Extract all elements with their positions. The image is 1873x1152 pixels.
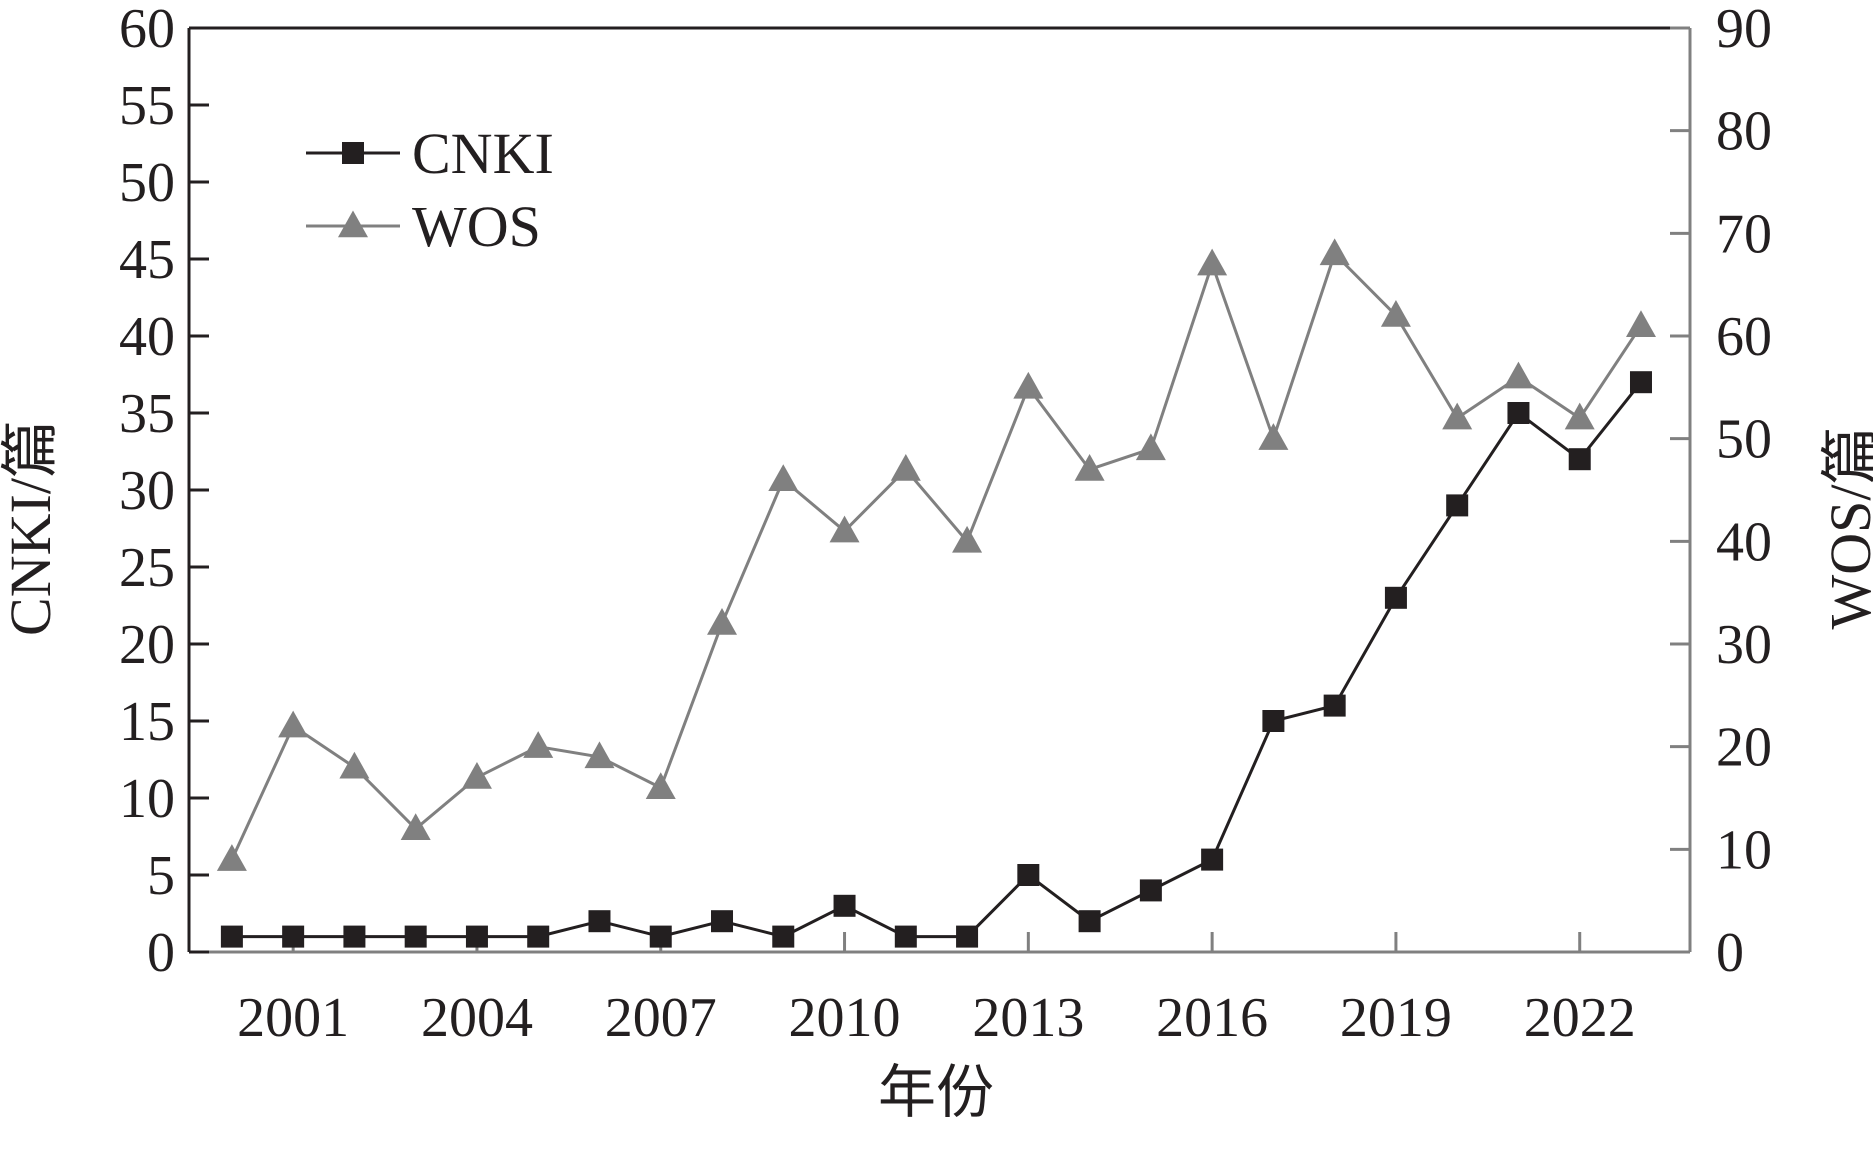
x-tick-label: 2007 <box>605 987 717 1049</box>
data-point-wos <box>584 741 615 769</box>
axes-layer: 0 5 10 15 20 25 30 35 40 45 50 55 60 0 10 20 30 40 50 60 70 8… <box>119 0 1772 1049</box>
data-point-cnki <box>649 925 672 948</box>
data-point-wos <box>1442 402 1473 430</box>
left-y-tick-label: 0 <box>147 922 175 984</box>
x-tick-label: 2004 <box>421 987 533 1049</box>
left-y-tick-label: 15 <box>119 691 175 753</box>
data-point-wos <box>1380 299 1411 327</box>
series-line-cnki <box>231 381 1643 939</box>
data-point-wos <box>890 453 921 481</box>
x-tick-label: 2016 <box>1156 987 1268 1049</box>
left-y-tick-label: 50 <box>119 152 175 214</box>
right-y-axis-title: WOS/篇 <box>1818 426 1873 629</box>
left-y-tick-label: 55 <box>119 75 175 137</box>
data-point-wos <box>829 515 860 543</box>
data-point-cnki <box>1017 864 1040 886</box>
right-y-tick-label: 40 <box>1716 511 1772 573</box>
right-y-tick-label: 80 <box>1716 101 1772 163</box>
left-y-tick-label: 20 <box>119 614 175 676</box>
x-tick-label: 2010 <box>789 987 901 1049</box>
right-y-tick-label: 50 <box>1716 409 1772 471</box>
data-point-wos <box>768 464 799 491</box>
data-point-cnki <box>1384 586 1407 609</box>
right-y-tick-label: 60 <box>1716 306 1772 368</box>
data-point-wos <box>1258 423 1289 450</box>
data-point-wos <box>1074 453 1105 481</box>
right-y-tick-label: 20 <box>1716 717 1772 779</box>
data-point-cnki <box>833 894 856 917</box>
data-point-wos <box>339 751 370 779</box>
right-y-tick-label: 0 <box>1716 922 1744 984</box>
data-point-cnki <box>527 925 550 948</box>
data-point-cnki <box>282 925 305 948</box>
data-point-wos <box>461 761 492 789</box>
legend-marker-wos <box>338 210 368 238</box>
legend-label-wos: WOS <box>412 194 541 259</box>
data-point-cnki <box>1507 402 1530 424</box>
data-point-cnki <box>1262 710 1285 732</box>
data-point-wos <box>645 772 676 799</box>
data-point-wos <box>1013 371 1044 399</box>
left-y-tick-label: 10 <box>119 768 175 830</box>
left-y-axis-title: CNKI/篇 <box>0 420 63 636</box>
data-point-cnki <box>588 910 611 933</box>
data-point-wos <box>707 607 738 635</box>
data-point-wos <box>278 710 309 738</box>
data-point-cnki <box>956 925 979 948</box>
left-y-tick-label: 45 <box>119 229 175 291</box>
data-point-wos <box>1625 310 1656 337</box>
data-point-wos <box>216 844 247 871</box>
data-point-cnki <box>1568 448 1591 471</box>
data-point-wos <box>1319 238 1350 266</box>
data-point-wos <box>523 731 554 758</box>
data-point-cnki <box>404 925 427 948</box>
data-point-wos <box>952 525 983 553</box>
x-tick-label: 2022 <box>1524 987 1636 1049</box>
data-point-cnki <box>1629 371 1652 394</box>
left-y-tick-label: 30 <box>119 460 175 522</box>
data-point-cnki <box>465 925 488 948</box>
left-y-tick-label: 40 <box>119 306 175 368</box>
data-point-wos <box>1503 361 1534 389</box>
data-point-cnki <box>894 925 917 948</box>
legend-label-cnki: CNKI <box>412 121 554 186</box>
legend: CNKI WOS <box>306 121 554 259</box>
data-point-cnki <box>772 925 795 948</box>
legend-item-wos: WOS <box>306 194 541 259</box>
data-point-cnki <box>1323 694 1346 717</box>
data-point-cnki <box>1078 910 1101 933</box>
left-y-tick-label: 25 <box>119 537 175 599</box>
data-point-wos <box>1135 433 1166 461</box>
x-tick-label: 2019 <box>1340 987 1452 1049</box>
data-point-wos <box>400 813 431 841</box>
right-y-tick-label: 70 <box>1716 203 1772 265</box>
x-tick-label: 2001 <box>237 987 349 1049</box>
data-point-cnki <box>343 925 366 948</box>
data-point-wos <box>1564 402 1595 430</box>
data-point-cnki <box>1201 848 1224 871</box>
data-point-cnki <box>711 910 734 933</box>
legend-item-cnki: CNKI <box>306 121 554 186</box>
data-point-wos <box>1197 248 1228 276</box>
series-wos <box>216 238 1656 871</box>
left-y-tick-label: 35 <box>119 383 175 445</box>
x-tick-label: 2013 <box>972 987 1084 1049</box>
left-y-tick-label: 5 <box>147 845 175 907</box>
right-y-tick-label: 90 <box>1716 0 1772 60</box>
series-layer <box>216 238 1656 948</box>
right-y-tick-label: 10 <box>1716 819 1772 881</box>
right-y-tick-label: 30 <box>1716 614 1772 676</box>
legend-marker-cnki <box>342 142 364 164</box>
series-line-wos <box>230 251 1643 861</box>
series-cnki <box>220 371 1652 948</box>
left-y-tick-label: 60 <box>119 0 175 60</box>
x-axis-title: 年份 <box>878 1060 994 1125</box>
data-point-cnki <box>220 925 243 948</box>
data-point-cnki <box>1139 879 1162 902</box>
data-point-cnki <box>1446 494 1469 517</box>
